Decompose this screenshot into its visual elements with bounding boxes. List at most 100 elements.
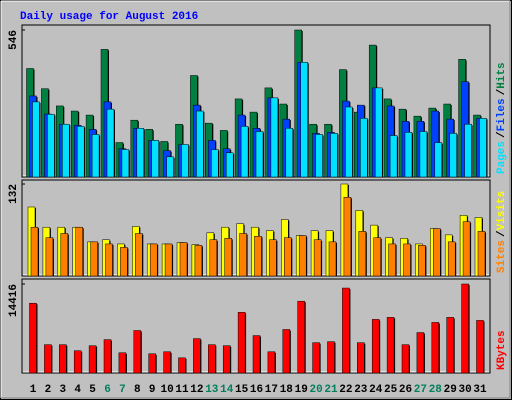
x-tick-label: 10 xyxy=(160,384,173,396)
bar xyxy=(164,243,173,277)
bar xyxy=(148,353,156,374)
bar xyxy=(297,300,305,374)
x-tick-label: 6 xyxy=(104,384,111,396)
legend-entry: Pages xyxy=(496,141,508,174)
bar xyxy=(419,131,428,178)
bar xyxy=(300,62,308,178)
bar xyxy=(103,339,112,374)
legend-separator: / xyxy=(496,230,508,237)
bar xyxy=(477,231,486,277)
bar xyxy=(151,140,159,178)
x-tick-label: 7 xyxy=(119,384,126,396)
bar xyxy=(476,320,484,374)
bar xyxy=(133,330,142,374)
bar xyxy=(298,235,307,277)
y-tick-label: 132 xyxy=(8,184,20,204)
bar xyxy=(446,317,454,374)
bar xyxy=(461,283,469,374)
x-tick-label: 28 xyxy=(429,384,443,396)
bar xyxy=(418,245,426,277)
bar xyxy=(76,126,85,178)
bar xyxy=(149,243,158,277)
bar xyxy=(90,241,98,277)
x-tick-label: 8 xyxy=(134,384,141,396)
bar xyxy=(343,196,352,277)
x-tick-label: 12 xyxy=(190,384,203,396)
bar xyxy=(240,126,249,178)
bar xyxy=(60,233,69,277)
x-tick-label: 14 xyxy=(220,384,234,396)
legend: KBytes xyxy=(496,330,508,370)
bar xyxy=(312,342,320,374)
bar xyxy=(73,350,82,374)
bar xyxy=(449,133,457,178)
bar xyxy=(193,338,201,374)
bar xyxy=(224,238,232,277)
bar xyxy=(254,236,262,277)
bar xyxy=(135,233,143,277)
bar xyxy=(373,237,381,277)
bar xyxy=(285,128,294,178)
bar xyxy=(404,132,413,178)
x-tick-label: 25 xyxy=(384,384,398,396)
x-tick-label: 29 xyxy=(444,384,457,396)
bar xyxy=(267,351,276,374)
bar xyxy=(196,110,204,178)
bar xyxy=(386,317,395,374)
bar xyxy=(208,344,216,374)
legend-separator: / xyxy=(496,131,508,138)
x-tick-label: 27 xyxy=(414,384,427,396)
x-tick-label: 23 xyxy=(354,384,368,396)
bar xyxy=(209,239,218,277)
legend-entry: Files xyxy=(496,98,508,131)
bar xyxy=(75,226,83,277)
x-tick-label: 9 xyxy=(149,384,156,396)
bar xyxy=(433,228,441,277)
bar xyxy=(166,156,174,178)
bar xyxy=(88,345,97,374)
bar xyxy=(416,332,425,374)
bar xyxy=(401,344,410,374)
legend: Sites /Visits xyxy=(496,191,508,273)
legend-entry: Hits xyxy=(496,62,508,88)
x-tick-label: 30 xyxy=(458,384,471,396)
bar xyxy=(328,241,337,277)
y-tick-label: 546 xyxy=(8,30,20,50)
bar xyxy=(179,242,188,277)
legend: Pages/Files/Hits xyxy=(496,62,508,174)
bar xyxy=(163,351,171,374)
x-tick-label: 15 xyxy=(235,384,249,396)
bar xyxy=(462,221,471,277)
bar xyxy=(136,128,145,178)
x-tick-label: 18 xyxy=(280,384,294,396)
bar xyxy=(237,312,246,374)
bar xyxy=(106,108,115,178)
x-tick-label: 19 xyxy=(295,384,308,396)
bar xyxy=(255,131,264,178)
bar xyxy=(44,344,52,374)
bar xyxy=(121,149,130,178)
bar xyxy=(431,322,440,374)
bar xyxy=(447,241,456,277)
bar xyxy=(62,123,70,178)
bar xyxy=(178,357,186,374)
bar xyxy=(225,152,234,178)
x-tick-label: 1 xyxy=(30,384,37,396)
bar xyxy=(479,118,487,178)
bar xyxy=(30,226,39,277)
bar xyxy=(211,149,219,178)
chart-title: Daily usage for August 2016 xyxy=(20,11,198,23)
bar xyxy=(358,231,367,277)
x-tick-label: 11 xyxy=(175,384,189,396)
bar xyxy=(59,344,67,374)
x-tick-label: 5 xyxy=(89,384,96,396)
bar xyxy=(345,106,353,178)
legend-entry: Sites xyxy=(496,240,508,273)
bar xyxy=(194,245,203,277)
x-tick-label: 21 xyxy=(324,384,338,396)
bar xyxy=(371,319,380,374)
x-tick-label: 31 xyxy=(473,384,487,396)
bar xyxy=(403,243,411,277)
x-tick-label: 4 xyxy=(74,384,81,396)
